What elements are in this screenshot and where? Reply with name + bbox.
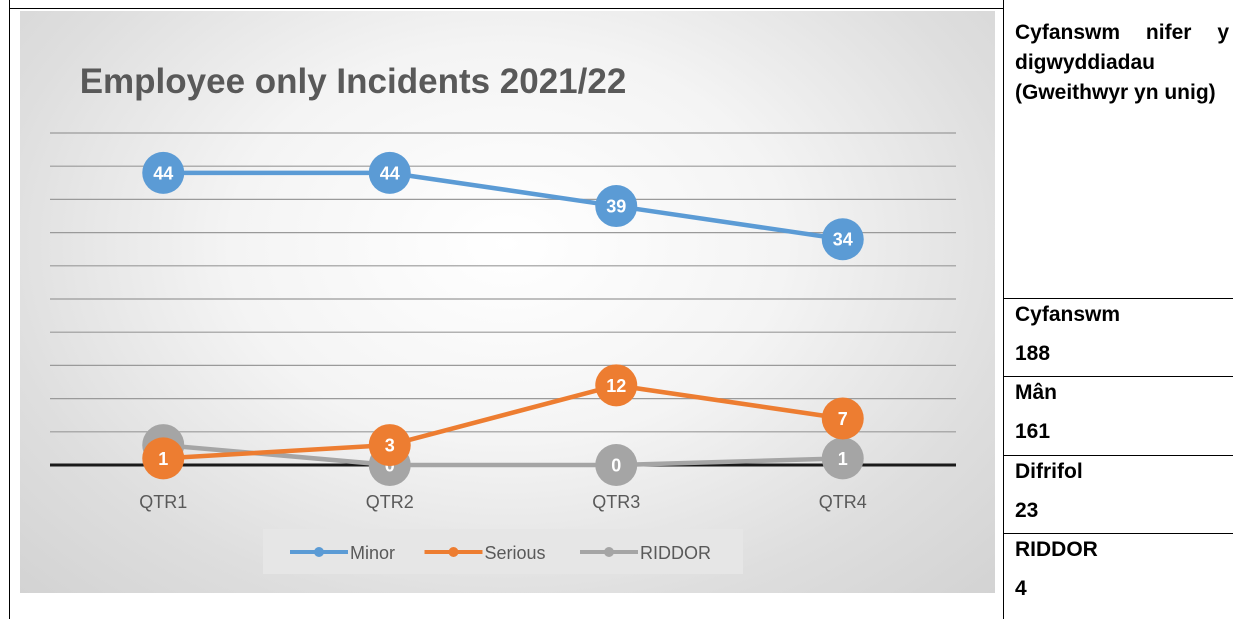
legend-label: Serious: [485, 543, 546, 563]
x-tick-label: QTR3: [592, 492, 640, 512]
series-line-riddor: [163, 442, 843, 468]
data-label: 7: [838, 409, 848, 429]
total-label: Cyfanswm: [1015, 303, 1121, 326]
series-line-minor: [163, 170, 844, 242]
data-label: 44: [380, 163, 400, 183]
line-chart: Employee only Incidents 2021/22 QTR1 QTR2…: [50, 62, 956, 574]
row-divider: [1003, 376, 1233, 377]
data-point: [821, 397, 864, 440]
data-point: [595, 364, 638, 407]
legend-swatch-marker: [314, 547, 324, 557]
left-border: [9, 0, 10, 619]
data-label: 1: [838, 449, 848, 469]
data-point: [821, 218, 864, 261]
data-label: 44: [153, 163, 173, 183]
column-divider: [1003, 0, 1004, 619]
legend-item: Serious: [424, 543, 546, 563]
data-point: [595, 444, 638, 486]
data-label: 0: [611, 456, 621, 476]
data-label: 1: [158, 449, 168, 469]
data-point: [368, 424, 411, 467]
row-divider: [1003, 533, 1233, 534]
data-point: [821, 437, 864, 480]
x-tick-label: QTR4: [819, 492, 867, 512]
legend: Minor Serious RIDDOR: [263, 529, 743, 574]
serious-value: 23: [1015, 499, 1039, 522]
minor-value: 161: [1015, 420, 1051, 443]
x-axis: QTR1 QTR2 QTR3 QTR4: [50, 463, 956, 512]
data-point: [368, 151, 411, 194]
legend-label: RIDDOR: [640, 543, 711, 563]
data-label: 39: [606, 197, 626, 217]
series-line-serious: [163, 383, 844, 461]
riddor-label: RIDDOR: [1015, 538, 1098, 561]
data-point: [595, 185, 638, 228]
series-serious: 1 3 12 7: [142, 364, 864, 480]
series: 30011312744443934: [142, 151, 864, 486]
data-label: 12: [606, 376, 626, 396]
chart-title: Employee only Incidents 2021/22: [80, 62, 627, 101]
summary-table: Cyfanswm nifer y digwyddiadau (Gweithwyr…: [1003, 0, 1233, 619]
x-tick-label: QTR2: [366, 492, 414, 512]
summary-heading: Cyfanswm nifer y digwyddiadau (Gweithwyr…: [1015, 21, 1229, 104]
top-border: [9, 8, 1004, 9]
legend-swatch-marker: [604, 547, 614, 557]
legend-swatch-marker: [448, 547, 459, 557]
chart-area: Employee only Incidents 2021/22 QTR1 QTR2…: [20, 11, 995, 593]
legend-item: Minor: [290, 543, 395, 563]
data-point: [142, 437, 185, 480]
gridlines: [50, 132, 956, 433]
x-tick-label: QTR1: [139, 492, 187, 512]
row-divider: [1003, 298, 1233, 299]
series-minor: 44 44 39 34: [142, 151, 864, 261]
data-label: 34: [833, 230, 853, 250]
row-divider: [1003, 455, 1233, 456]
data-point: [142, 151, 185, 194]
total-value: 188: [1015, 342, 1051, 365]
legend-label: Minor: [350, 543, 395, 563]
legend-item: RIDDOR: [580, 543, 711, 563]
serious-label: Difrifol: [1015, 460, 1083, 483]
riddor-value: 4: [1015, 577, 1027, 600]
minor-label: Mân: [1015, 381, 1057, 404]
data-label: 3: [385, 436, 395, 456]
